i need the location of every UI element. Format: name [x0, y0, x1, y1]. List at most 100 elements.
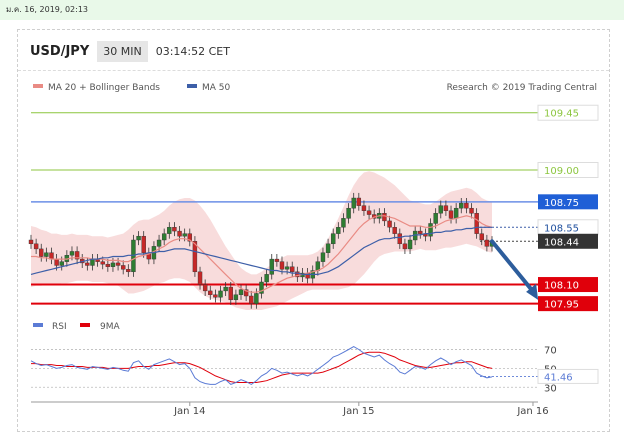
- candle-body: [213, 294, 218, 298]
- candle-body: [464, 202, 469, 209]
- candle-body: [418, 230, 423, 234]
- timestamp-bar: ม.ค. 16, 2019, 02:13: [0, 0, 624, 20]
- candle-body: [69, 251, 75, 256]
- level-tag-108-44: [538, 233, 598, 249]
- candle-body: [484, 239, 490, 247]
- level-label-109-45: 109.45: [544, 109, 579, 120]
- candle-body: [469, 207, 474, 214]
- rsi-legend-swatch: [33, 323, 43, 327]
- candle-body: [177, 230, 182, 237]
- candle-body: [59, 261, 64, 266]
- candle-body: [433, 213, 438, 224]
- candle-body: [325, 243, 331, 253]
- level-tag-108-75: [538, 194, 598, 210]
- candle-body: [182, 233, 187, 237]
- level-tag-108-10: [538, 277, 598, 293]
- level-label-109-00: 109.00: [544, 166, 579, 177]
- rsi-level-label-70: 70: [544, 345, 557, 356]
- ma50-line: [30, 226, 492, 275]
- rsi-level-label-30: 30: [544, 383, 557, 394]
- x-tick-label: Jan 14: [173, 406, 205, 417]
- candle-body: [402, 243, 408, 250]
- ma50-legend-swatch: [187, 84, 197, 88]
- candle-body: [341, 218, 346, 228]
- chart-header: USD/JPY 30 MIN 03:14:52 CET: [30, 40, 230, 62]
- candle-body: [392, 227, 397, 234]
- candle-body: [228, 286, 233, 301]
- candle-body: [407, 239, 413, 250]
- candle-body: [192, 241, 198, 273]
- rsi-last-label: 41.46: [544, 372, 573, 383]
- candle-body: [474, 213, 479, 234]
- candle-body: [208, 290, 213, 295]
- chart-time: 03:14:52 CET: [155, 44, 230, 58]
- candle-body: [382, 213, 387, 222]
- rsi-ma-legend-label: 9MA: [100, 322, 120, 332]
- candle-body: [44, 252, 49, 257]
- candle-body: [197, 271, 203, 285]
- candle-body: [320, 252, 326, 262]
- candle-body: [85, 262, 90, 266]
- rsi-legend-label: RSI: [52, 322, 67, 332]
- candle-body: [361, 205, 367, 211]
- ma20-legend-label: MA 20 + Bollinger Bands: [48, 83, 160, 93]
- candle-body: [39, 248, 44, 257]
- candle-body: [346, 207, 351, 219]
- candle-body: [54, 258, 59, 266]
- candle-body: [397, 233, 402, 245]
- candle-body: [120, 265, 126, 270]
- candle-body: [161, 233, 167, 241]
- candle-body: [115, 262, 121, 266]
- research-credit: Research © 2019 Trading Central: [447, 83, 597, 93]
- x-tick-label: Jan 15: [342, 406, 374, 417]
- candle-body: [156, 239, 162, 247]
- rsi-ma-line: [31, 351, 493, 383]
- level-label-108-10: 108.10: [544, 281, 579, 292]
- candle-body: [443, 205, 449, 211]
- x-tick-label: Jan 16: [516, 406, 548, 417]
- candle-body: [453, 207, 459, 219]
- candle-body: [269, 258, 274, 275]
- candle-body: [126, 269, 131, 273]
- candle-body: [284, 266, 290, 270]
- timestamp: ม.ค. 16, 2019, 02:13: [6, 5, 89, 14]
- rsi-panel: 70503041.46: [30, 345, 599, 394]
- candle-body: [249, 295, 254, 304]
- candle-body: [254, 293, 259, 304]
- projection-arrow-shaft: [490, 239, 537, 295]
- candle-body: [438, 205, 443, 214]
- candle-body: [356, 197, 362, 206]
- candle-body: [131, 239, 136, 273]
- candle-body: [100, 261, 105, 265]
- ma20-line: [31, 215, 493, 293]
- candle-body: [136, 235, 141, 241]
- projection-arrow-head: [526, 283, 539, 300]
- level-tag-107-95: [538, 296, 598, 312]
- candle-body: [74, 251, 80, 260]
- candles: [28, 192, 495, 309]
- candle-body: [448, 210, 454, 219]
- candle-body: [274, 258, 280, 262]
- symbol-title: USD/JPY: [30, 43, 90, 59]
- rsi-last-tag: [537, 368, 599, 384]
- bollinger-band: [31, 171, 492, 310]
- candle-body: [351, 197, 356, 209]
- candle-body: [218, 290, 223, 298]
- level-label-108-75: 108.75: [544, 198, 579, 209]
- candle-body: [479, 233, 484, 241]
- candle-body: [295, 271, 300, 278]
- price-panel: 109.45 109.00 108.75 108.55 108.44 108.10 107.…: [28, 104, 599, 312]
- candle-body: [264, 274, 269, 283]
- candle-body: [141, 235, 146, 253]
- candle-body: [33, 243, 39, 250]
- level-tag-109-00: [537, 162, 599, 178]
- level-label-107-95: 107.95: [544, 300, 579, 311]
- candle-body: [459, 202, 464, 209]
- chart-card: USD/JPY 30 MIN 03:14:52 CET: [17, 29, 610, 432]
- candle-body: [243, 289, 249, 297]
- candle-body: [110, 262, 116, 267]
- candle-body: [331, 233, 336, 245]
- timeframe-button[interactable]: 30 MIN: [97, 40, 148, 62]
- candle-body: [279, 261, 285, 270]
